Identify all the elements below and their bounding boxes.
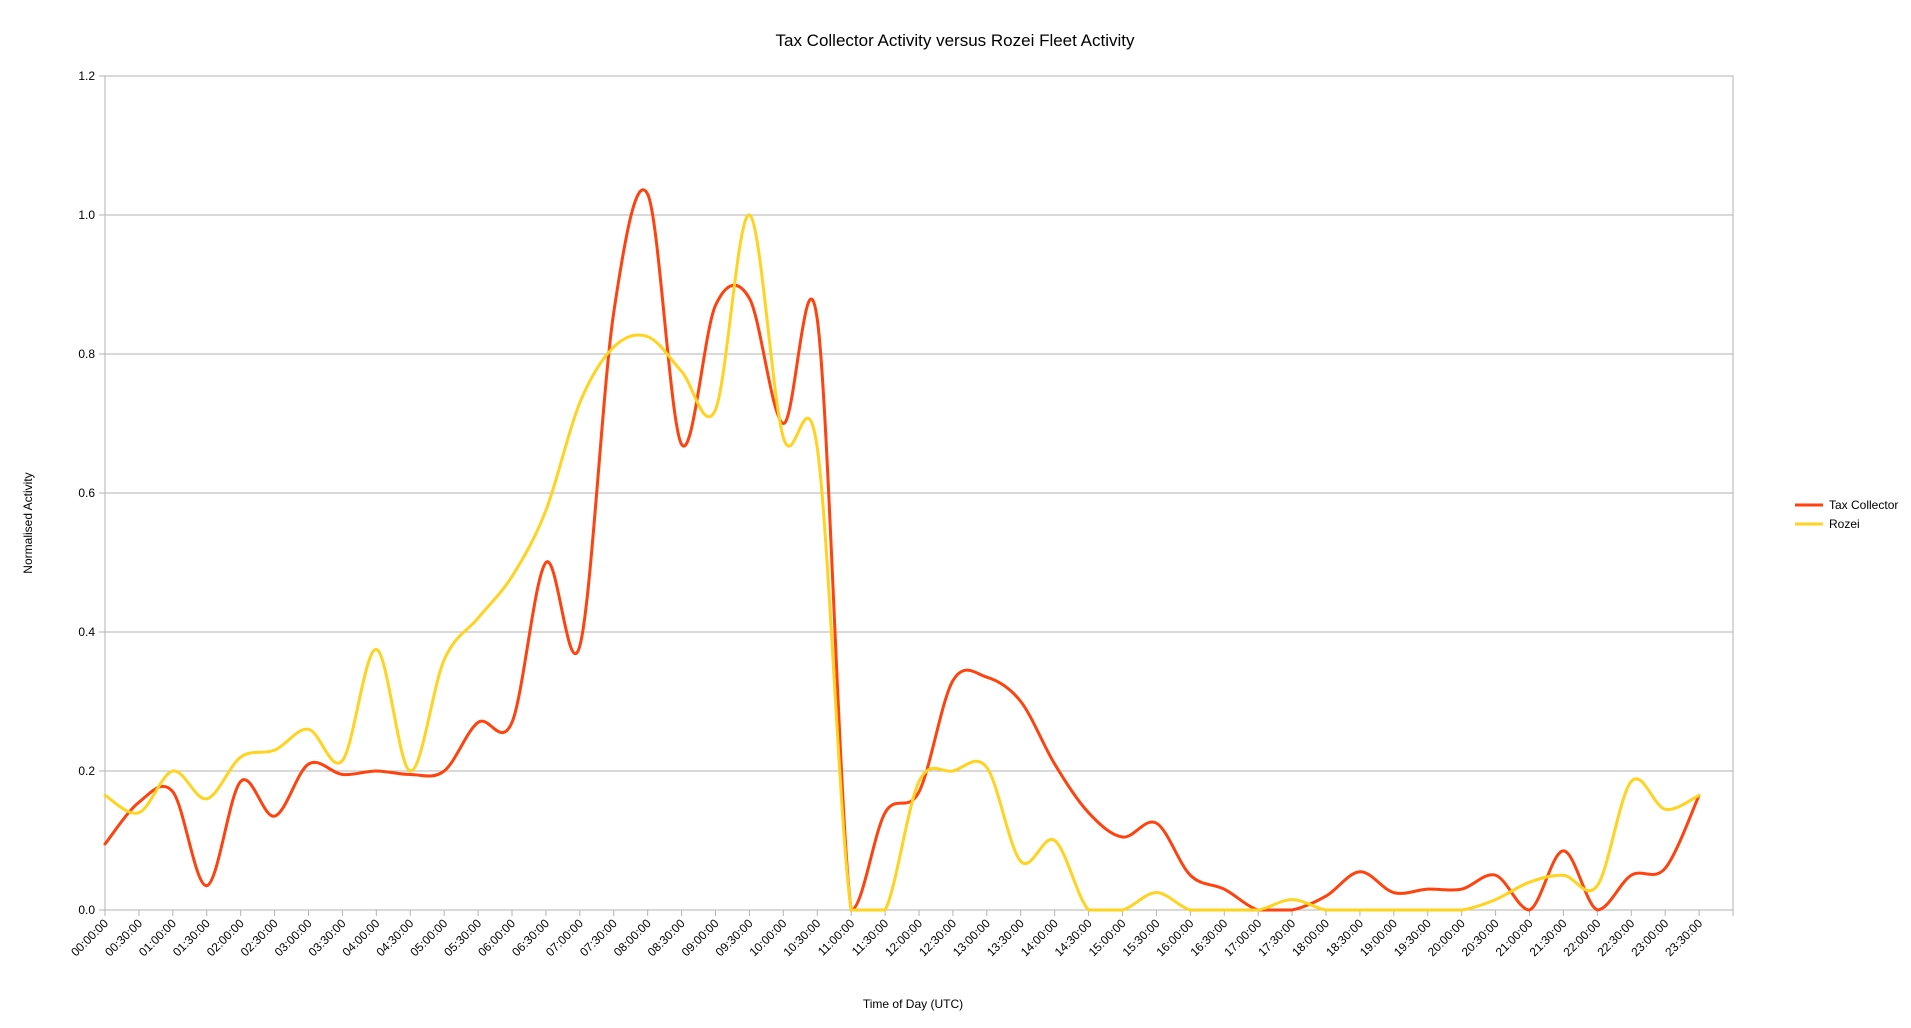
legend: Tax Collector Rozei	[1795, 498, 1898, 531]
y-tick-label: 0.0	[78, 903, 95, 917]
y-tick-label: 0.2	[78, 764, 95, 778]
y-axis: 0.0 0.2 0.4 0.6 0.8 1.0 1.2	[78, 69, 105, 917]
chart-title: Tax Collector Activity versus Rozei Flee…	[775, 31, 1135, 50]
series-line-rozei	[103, 213, 1701, 912]
y-tick-label: 1.2	[78, 69, 95, 83]
y-tick-label: 1.0	[78, 208, 95, 222]
y-tick-label: 0.8	[78, 347, 95, 361]
x-tick-label: 23:30:00	[1662, 916, 1705, 959]
x-axis: 00:00:0000:30:0001:00:0001:30:0002:00:00…	[68, 910, 1734, 959]
legend-label-tax-collector: Tax Collector	[1829, 498, 1898, 512]
y-tick-label: 0.6	[78, 486, 95, 500]
x-axis-label: Time of Day (UTC)	[863, 997, 963, 1011]
y-axis-label: Normalised Activity	[21, 472, 35, 573]
legend-label-rozei: Rozei	[1829, 517, 1860, 531]
series-group	[103, 188, 1701, 912]
series-line-tax-collector	[103, 188, 1701, 912]
y-tick-label: 0.4	[78, 625, 95, 639]
x-tick-label: 10:30:00	[780, 916, 823, 959]
